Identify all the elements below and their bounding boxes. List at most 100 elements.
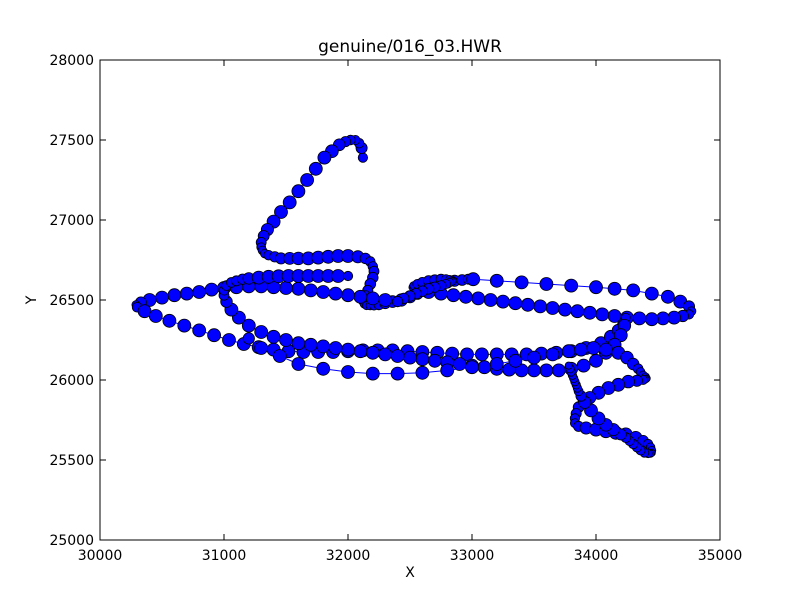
data-point xyxy=(148,309,163,323)
data-point xyxy=(328,341,343,355)
data-point xyxy=(378,347,393,362)
data-point xyxy=(167,288,182,303)
x-tick-label: 32000 xyxy=(326,548,371,564)
data-point xyxy=(533,299,548,314)
data-point xyxy=(155,290,169,305)
data-point xyxy=(317,150,332,165)
data-point xyxy=(341,288,355,303)
data-point xyxy=(477,360,492,375)
data-point xyxy=(328,286,343,301)
data-point xyxy=(204,282,219,297)
x-tick-label: 35000 xyxy=(698,548,743,564)
data-point xyxy=(241,318,256,333)
data-point xyxy=(365,291,380,306)
data-point xyxy=(390,366,405,381)
y-axis: 25000 25500 26000 26500 27000 27500 28000 xyxy=(49,53,720,549)
y-tick-label: 26000 xyxy=(49,373,94,389)
x-tick-label: 31000 xyxy=(202,548,247,564)
data-point xyxy=(564,278,579,293)
data-point xyxy=(545,347,560,362)
data-point xyxy=(644,286,659,301)
data-point xyxy=(574,342,588,357)
data-point xyxy=(613,328,628,343)
data-point xyxy=(661,289,675,304)
data-point xyxy=(291,357,306,371)
data-point xyxy=(291,281,306,296)
data-point xyxy=(545,301,560,315)
y-axis-label: Y xyxy=(24,295,40,305)
data-point xyxy=(207,328,222,343)
data-point xyxy=(466,272,481,287)
data-point xyxy=(607,281,622,296)
data-point xyxy=(403,350,417,365)
data-point xyxy=(440,363,455,378)
data-point xyxy=(551,363,566,378)
x-tick-label: 30000 xyxy=(78,548,123,564)
data-point xyxy=(242,332,255,345)
data-point xyxy=(539,363,554,378)
data-point xyxy=(576,358,591,373)
data-point xyxy=(357,152,368,163)
y-tick-label: 25500 xyxy=(49,453,94,469)
data-point xyxy=(316,361,331,376)
data-point xyxy=(564,361,573,370)
data-point xyxy=(508,296,523,311)
data-point xyxy=(471,291,486,306)
y-tick-label: 26500 xyxy=(49,293,94,309)
data-point xyxy=(266,329,281,344)
data-point xyxy=(303,283,318,298)
data-point xyxy=(489,273,504,288)
data-point xyxy=(342,270,354,282)
data-point xyxy=(527,350,541,365)
data-point xyxy=(254,325,269,339)
data-point xyxy=(192,323,207,338)
data-point xyxy=(632,311,647,326)
data-point xyxy=(520,297,535,312)
data-point xyxy=(316,339,331,354)
data-point xyxy=(179,286,194,301)
data-point xyxy=(527,363,541,378)
x-axis: 30000 31000 32000 33000 34000 35000 xyxy=(78,60,743,564)
data-point xyxy=(589,280,603,295)
data-point xyxy=(489,357,504,371)
data-point xyxy=(291,184,306,199)
data-point xyxy=(279,333,293,347)
data-point xyxy=(300,173,315,187)
data-point xyxy=(427,353,442,368)
series-layer xyxy=(131,134,697,459)
data-point xyxy=(291,336,306,351)
data-point xyxy=(446,288,461,303)
data-point xyxy=(570,304,585,319)
data-point xyxy=(192,285,207,299)
data-point xyxy=(254,341,269,355)
data-point xyxy=(415,365,430,380)
data-point xyxy=(378,293,393,307)
data-point xyxy=(353,344,368,359)
data-point xyxy=(341,342,355,357)
x-tick-label: 33000 xyxy=(450,548,495,564)
data-point xyxy=(496,294,510,309)
chart-title: genuine/016_03.HWR xyxy=(318,37,502,57)
data-point xyxy=(390,349,405,363)
data-point xyxy=(391,295,404,308)
data-point xyxy=(279,281,293,295)
data-point xyxy=(316,285,331,299)
data-point xyxy=(365,345,380,360)
data-point xyxy=(539,277,554,291)
data-point xyxy=(644,312,659,327)
data-point xyxy=(415,352,430,367)
data-point xyxy=(308,161,323,176)
data-point xyxy=(303,337,318,352)
data-point xyxy=(626,283,641,298)
data-point xyxy=(465,360,479,375)
data-point xyxy=(272,349,287,363)
data-point xyxy=(177,318,192,333)
data-point xyxy=(341,365,355,379)
data-point xyxy=(558,302,572,317)
y-tick-label: 25000 xyxy=(49,533,94,549)
data-point xyxy=(331,269,346,283)
x-tick-label: 34000 xyxy=(574,548,619,564)
data-point xyxy=(365,366,380,381)
data-point xyxy=(582,305,597,320)
